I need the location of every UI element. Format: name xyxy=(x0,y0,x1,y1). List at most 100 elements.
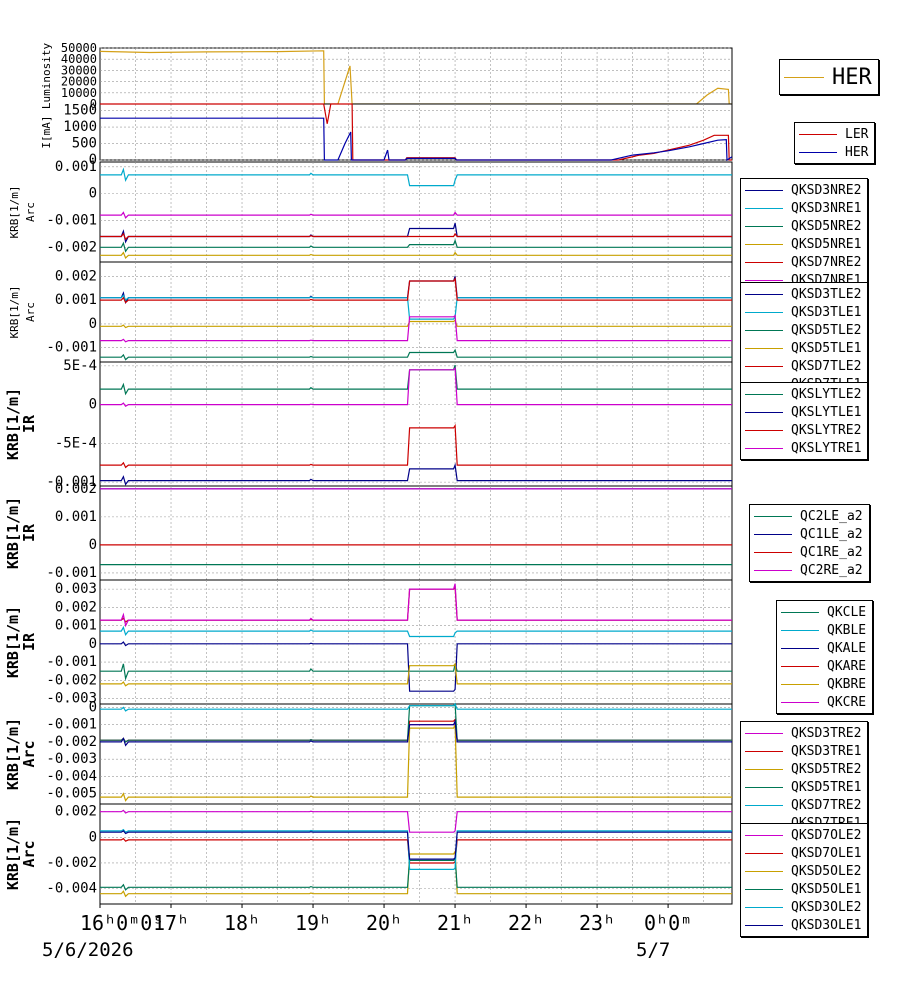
legend-entry: QKSD5NRE2 xyxy=(745,217,861,235)
y-axis-label-line: KRB[1/m] xyxy=(4,388,22,460)
y-tick-label: 0 xyxy=(89,397,97,413)
y-tick-label: 0.002 xyxy=(55,481,97,497)
y-axis-label-line: KRB[1/m] xyxy=(4,818,22,890)
plot-area xyxy=(99,47,733,105)
legend-label: QC2LE_a2 xyxy=(800,508,863,524)
series-line xyxy=(100,662,732,687)
legend-label: QKSD5OLE2 xyxy=(791,863,862,879)
plot-area xyxy=(99,361,733,487)
x-tick-label: 22ʰ xyxy=(508,911,544,935)
y-axis-label-line: KRB[1/m] xyxy=(8,186,21,239)
legend-entry: QKSD5NRE1 xyxy=(745,235,861,253)
legend-entry: QKCLE xyxy=(781,603,866,621)
legend-entry: QKSD7TRE2 xyxy=(745,796,861,814)
y-tick-label: 0.001 xyxy=(55,618,97,634)
plot-area xyxy=(99,579,733,705)
y-axis-label: KRB[1/m]Arc xyxy=(8,186,37,239)
y-tick-label: -0.002 xyxy=(46,855,97,871)
y-tick-label: -0.001 xyxy=(46,717,97,733)
legend-arc-ole: QKSD7OLE2 QKSD7OLE1 QKSD5OLE2 QKSD5OLE1 … xyxy=(740,823,869,937)
legend-swatch xyxy=(745,834,783,836)
y-tick-label: 0 xyxy=(89,316,97,332)
y-tick-label: -0.001 xyxy=(46,474,97,490)
legend-swatch xyxy=(781,629,819,631)
y-tick-label: -0.004 xyxy=(46,768,97,784)
y-axis-label-line: KRB[1/m] xyxy=(4,606,22,678)
legend-entry: QKSD7NRE2 xyxy=(745,253,861,271)
series-line xyxy=(100,364,732,396)
legend-swatch xyxy=(745,768,783,770)
legend-label: QKBLE xyxy=(827,622,867,638)
y-tick-label: -0.003 xyxy=(46,751,97,767)
legend-ir-qc: QC2LE_a2 QC1LE_a2 QC1RE_a2 QC2RE_a2 xyxy=(749,504,870,582)
series-line xyxy=(99,50,732,105)
legend-swatch xyxy=(799,151,837,153)
y-tick-label: 0.002 xyxy=(55,599,97,615)
legend-swatch xyxy=(745,365,783,367)
series-line xyxy=(100,232,732,241)
legend-label: QKSD3OLE1 xyxy=(791,917,862,933)
legend-entry: HER xyxy=(799,143,868,161)
legend-label: QKCLE xyxy=(827,604,867,620)
legend-entry: QKSD5TRE1 xyxy=(745,778,861,796)
legend-label: QKSD5OLE1 xyxy=(791,881,862,897)
legend-current: LER HER xyxy=(794,122,876,164)
y-tick-label: 5E-4 xyxy=(63,358,97,374)
x-tick-label: 18ʰ xyxy=(224,911,260,935)
date-label-end: 5/7 xyxy=(636,939,670,961)
legend-swatch xyxy=(799,133,837,135)
plot-area xyxy=(99,485,733,581)
legend-arc-tre: QKSD3TRE2 QKSD3TRE1 QKSD5TRE2 QKSD5TRE1 … xyxy=(740,721,869,835)
y-axis-label-line: Arc xyxy=(24,302,37,322)
plot-area xyxy=(99,103,733,161)
legend-entry: QKSD3TRE2 xyxy=(745,724,861,742)
y-tick-label: -0.002 xyxy=(46,734,97,750)
legend-entry: QKSD7TLE2 xyxy=(745,357,861,375)
y-axis-label: KRB[1/m]IR xyxy=(4,388,38,460)
x-tick-label: 20ʰ xyxy=(366,911,402,935)
legend-swatch xyxy=(745,924,783,926)
legend-entry: QKSD5TLE1 xyxy=(745,339,861,357)
legend-ir-qk: QKCLE QKBLE QKALE QKARE QKBRE QKCRE xyxy=(776,600,874,714)
legend-swatch xyxy=(754,551,792,553)
plot-area xyxy=(99,703,733,805)
x-tick-label: 17ʰ xyxy=(153,911,189,935)
legend-ir-skew: QKSLYTLE2 QKSLYTLE1 QKSLYTRE2 QKSLYTRE1 xyxy=(740,382,869,460)
y-tick-label: 50000 xyxy=(61,41,97,55)
legend-entry: QKSD3OLE2 xyxy=(745,898,861,916)
series-line xyxy=(100,718,732,747)
legend-entry: QKARE xyxy=(781,657,866,675)
y-axis-label-line: KRB[1/m] xyxy=(4,497,22,569)
legend-entry: LER xyxy=(799,125,868,143)
y-axis-label: KRB[1/m]IR xyxy=(4,606,38,678)
legend-label: QKSD7NRE2 xyxy=(791,254,862,270)
series-line xyxy=(100,117,733,162)
legend-label: QKSD5TLE1 xyxy=(791,340,862,356)
y-axis-label-line: I[mA] xyxy=(40,115,53,148)
legend-label: QKALE xyxy=(827,640,867,656)
legend-entry: QKSLYTLE1 xyxy=(745,403,861,421)
legend-entry: QKSD3OLE1 xyxy=(745,916,861,934)
y-tick-label: 0 xyxy=(89,636,97,652)
y-tick-label: 0.001 xyxy=(55,292,97,308)
series-line xyxy=(100,276,732,304)
legend-label: QKSD3TLE1 xyxy=(791,304,862,320)
y-axis-label-line: Arc xyxy=(20,740,38,767)
legend-label: QKSD7OLE1 xyxy=(791,845,862,861)
legend-swatch xyxy=(745,411,783,413)
y-tick-label: 30000 xyxy=(61,63,97,77)
legend-entry: QKSD3TLE2 xyxy=(745,285,861,303)
y-axis-label: Luminosity xyxy=(40,43,53,110)
series-line xyxy=(100,583,732,628)
x-tick-label: 23ʰ xyxy=(579,911,615,935)
y-tick-label: 0.003 xyxy=(55,581,97,597)
legend-swatch xyxy=(781,701,819,703)
legend-swatch xyxy=(745,243,783,245)
series-line xyxy=(100,251,732,260)
legend-entry: QKSD5TLE2 xyxy=(745,321,861,339)
legend-entry: QKALE xyxy=(781,639,866,657)
y-tick-label: 0 xyxy=(89,152,97,168)
y-tick-label: -0.001 xyxy=(46,654,97,670)
legend-swatch xyxy=(745,447,783,449)
